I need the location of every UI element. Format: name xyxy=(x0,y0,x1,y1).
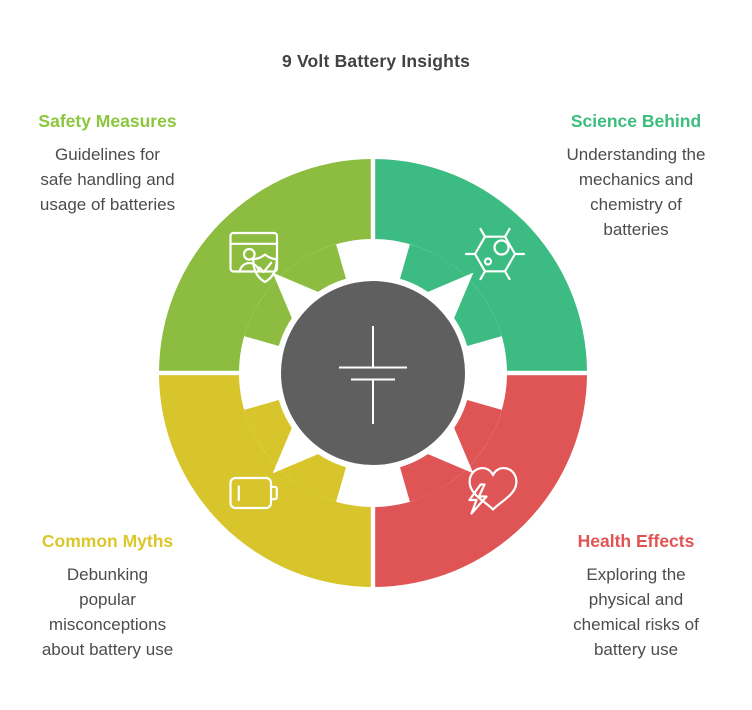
health-heading: Health Effects xyxy=(577,531,695,551)
section-myths: Common Myths Debunking popular misconcep… xyxy=(0,531,215,662)
myths-heading: Common Myths xyxy=(41,531,174,551)
battery-cell-symbol-icon xyxy=(339,326,407,424)
seam-right xyxy=(500,370,594,376)
safety-description: Guidelines for safe handling and usage o… xyxy=(39,145,176,214)
science-heading: Science Behind xyxy=(570,111,702,131)
seam-top xyxy=(370,152,376,246)
section-safety: Safety Measures Guidelines for safe hand… xyxy=(0,111,215,217)
molecule-icon xyxy=(464,227,526,281)
quadrant-safety-shape xyxy=(159,159,373,373)
seam-bottom xyxy=(370,500,376,594)
science-notch xyxy=(423,272,474,323)
safety-notch xyxy=(272,272,323,323)
page-title: 9 Volt Battery Insights xyxy=(281,51,471,71)
myths-description: Debunking popular misconceptions about b… xyxy=(41,565,174,659)
battery-icon xyxy=(229,476,278,510)
quadrant-science-shape xyxy=(373,159,587,373)
section-science: Science Behind Understanding the mechani… xyxy=(520,111,752,242)
quadrant-health-shape xyxy=(373,373,587,587)
quadrant-myths-shape xyxy=(159,373,373,587)
safety-heading: Safety Measures xyxy=(38,111,177,131)
heart-lightning-icon xyxy=(468,466,518,515)
health-notch xyxy=(423,423,474,474)
seam-left xyxy=(152,370,246,376)
center-circle xyxy=(281,281,465,465)
section-health: Health Effects Exploring the physical an… xyxy=(520,531,752,662)
health-description: Exploring the physical and chemical risk… xyxy=(573,565,699,659)
myths-notch xyxy=(272,423,323,474)
science-description: Understanding the mechanics and chemistr… xyxy=(566,145,706,239)
user-window-shield-icon xyxy=(229,231,279,284)
